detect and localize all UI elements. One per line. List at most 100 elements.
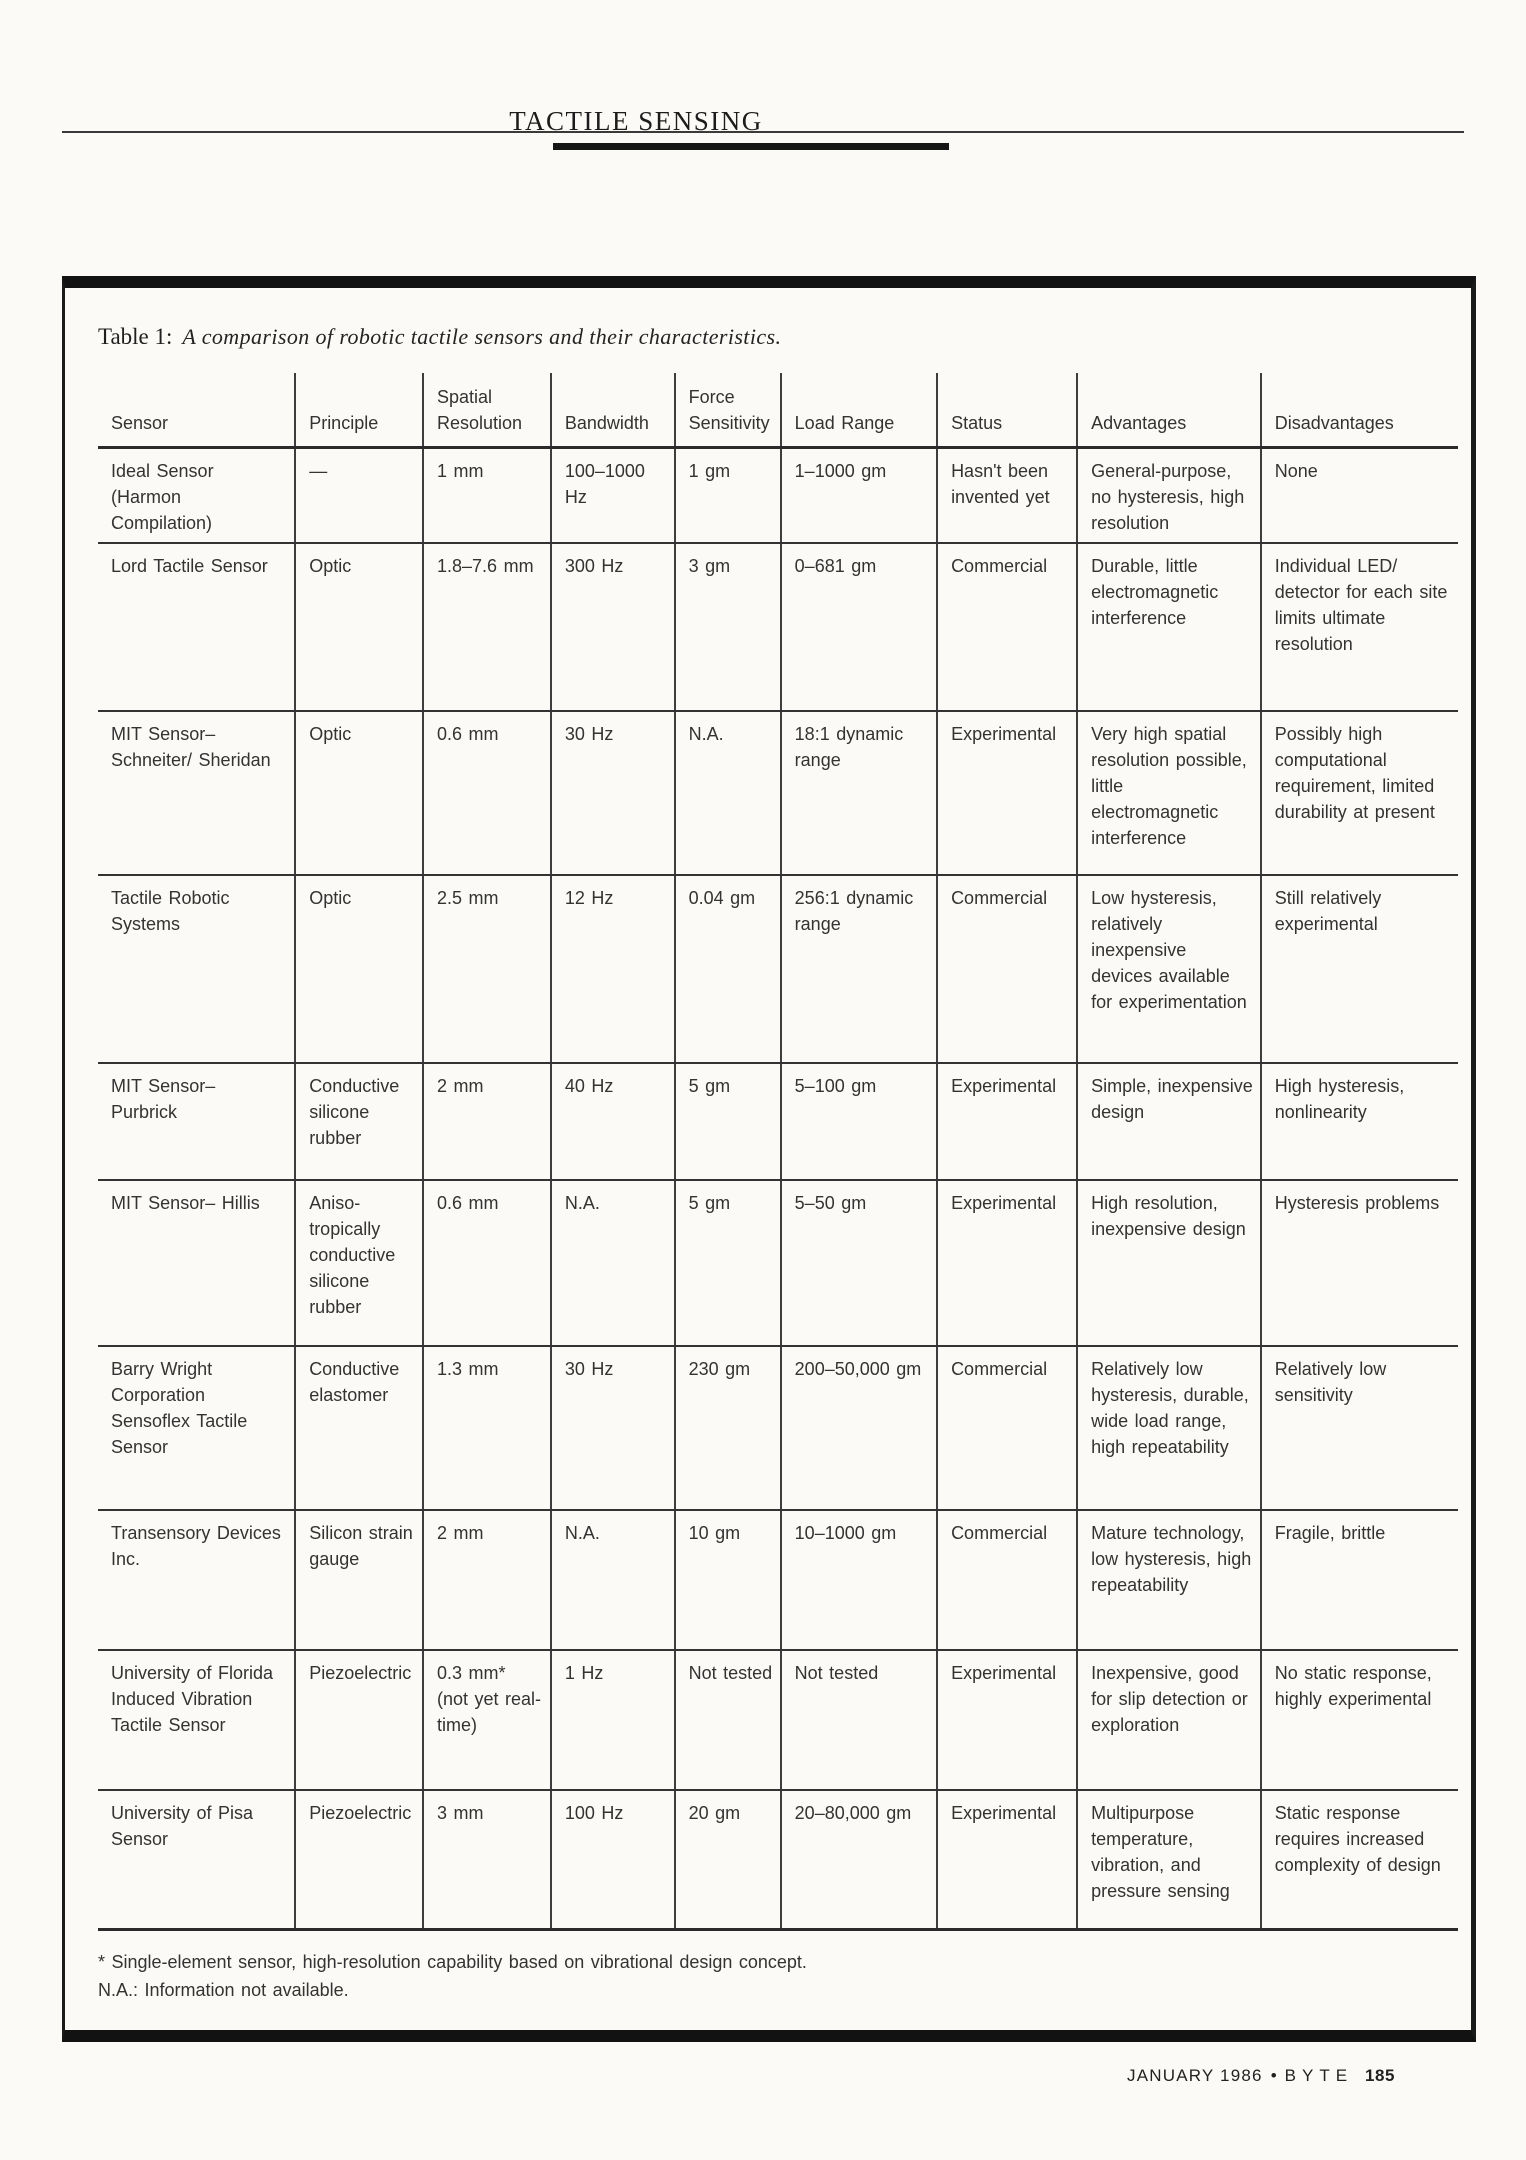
footnote-na: N.A.: Information not available. — [98, 1980, 349, 2000]
table-cell: University of Pisa Sensor — [98, 1789, 297, 1931]
table-cell: 100 Hz — [550, 1789, 676, 1931]
table-cell: 30 Hz — [550, 710, 676, 876]
table-cell: Commercial — [937, 1345, 1079, 1511]
table-cell: 100–1000 Hz — [550, 447, 676, 544]
table-cell: 5–100 gm — [780, 1062, 939, 1181]
table-cell: Commercial — [937, 542, 1079, 712]
table-cell: Individual LED/ detector for each site l… — [1260, 542, 1458, 712]
table-row: MIT Sensor– Purbrick Conductive silicone … — [98, 1062, 1458, 1181]
table-cell: Static response requires increased compl… — [1260, 1789, 1458, 1931]
table-cell: Mature technology, low hysteresis, high … — [1077, 1509, 1262, 1651]
page-footer: JANUARY 1986 • BYTE 185 — [1127, 2066, 1395, 2086]
table-cell: Experimental — [937, 1179, 1079, 1347]
header-accent-bar — [553, 143, 949, 150]
table-row: Barry Wright Corporation Sensoflex Tacti… — [98, 1345, 1458, 1511]
table-cell: Aniso­tropically conductive silicone rub… — [295, 1179, 425, 1347]
table-cell: Experimental — [937, 710, 1079, 876]
table-cell: Very high spatial resolution possible, l… — [1077, 710, 1262, 876]
table-body: Ideal Sensor (Harmon Compilation) —1 mm 10… — [98, 447, 1458, 1931]
table-row: Transensory Devices Inc. Silicon strain g… — [98, 1509, 1458, 1651]
table-cell: General-purpose, no hysteresis, high res… — [1077, 447, 1262, 544]
table-cell: Hasn't been invented yet — [937, 447, 1079, 544]
table-cell: 18:1 dynamic range — [780, 710, 939, 876]
table-frame: Table 1: A comparison of robotic tactile … — [62, 276, 1476, 2042]
table-cell: None — [1260, 447, 1458, 544]
table-cell: No static response, highly experimental — [1260, 1649, 1458, 1791]
table-cell: Commercial — [937, 874, 1079, 1064]
column-header: Status — [937, 373, 1079, 449]
table-cell: — — [295, 447, 425, 544]
table-cell: 0.3 mm* (not yet real-time) — [423, 1649, 552, 1791]
table-cell: 0.6 mm — [423, 710, 552, 876]
table-cell: N.A. — [550, 1179, 676, 1347]
table-cell: 5–50 gm — [780, 1179, 939, 1347]
column-header: Sensor — [98, 373, 297, 449]
table-cell: Still relatively experimental — [1260, 874, 1458, 1064]
table-cell: 2.5 mm — [423, 874, 552, 1064]
table-cell: 0.6 mm — [423, 1179, 552, 1347]
table-cell: High resolution, inexpensive design — [1077, 1179, 1262, 1347]
table-cell: Fragile, brittle — [1260, 1509, 1458, 1651]
table-cell: 200–50,000 gm — [780, 1345, 939, 1511]
table-cell: 300 Hz — [550, 542, 676, 712]
table-cell: University of Florida Induced Vibration … — [98, 1649, 297, 1791]
table-cell: Piezoelectric — [295, 1789, 425, 1931]
footnote-asterisk: * Single-element sensor, high-resolution… — [98, 1952, 807, 1972]
table-caption-text: A comparison of robotic tactile sensors … — [182, 324, 782, 349]
table-cell: 30 Hz — [550, 1345, 676, 1511]
column-header: Load Range — [780, 373, 939, 449]
table-cell: Barry Wright Corporation Sensoflex Tacti… — [98, 1345, 297, 1511]
table-cell: 0–681 gm — [780, 542, 939, 712]
column-header: Principle — [295, 373, 425, 449]
table-cell: 5 gm — [674, 1179, 782, 1347]
table-cell: Conductive silicone rubber — [295, 1062, 425, 1181]
table-cell: 10–1000 gm — [780, 1509, 939, 1651]
table-cell: Transensory Devices Inc. — [98, 1509, 297, 1651]
footer-page-number: 185 — [1365, 2066, 1395, 2085]
footer-bullet: • — [1270, 2066, 1277, 2085]
table-cell: 1.3 mm — [423, 1345, 552, 1511]
table-cell: Optic — [295, 874, 425, 1064]
table-cell: N.A. — [550, 1509, 676, 1651]
table-cell: 1.8–7.6 mm — [423, 542, 552, 712]
table-row: Lord Tactile Sensor Optic 1.8–7.6 mm 300 Hz… — [98, 542, 1458, 712]
table-cell: Hysteresis problems — [1260, 1179, 1458, 1347]
table-cell: 256:1 dynamic range — [780, 874, 939, 1064]
table-row: University of Florida Induced Vibration … — [98, 1649, 1458, 1791]
table-cell: Not tested — [674, 1649, 782, 1791]
table-header-row: Sensor Principle Spatial Resolution Bandwid… — [98, 373, 1458, 449]
table-cell: 10 gm — [674, 1509, 782, 1651]
footer-issue: JANUARY 1986 — [1127, 2066, 1263, 2085]
table-cell: 20–80,000 gm — [780, 1789, 939, 1931]
table-cell: 1 gm — [674, 447, 782, 544]
table-caption-label: Table 1: — [98, 324, 173, 349]
table-cell: Ideal Sensor (Harmon Compilation) — [98, 447, 297, 544]
table-cell: Low hysteresis, relatively inexpensive d… — [1077, 874, 1262, 1064]
table-cell: 3 gm — [674, 542, 782, 712]
table-cell: MIT Sensor– Hillis — [98, 1179, 297, 1347]
table-cell: Conductive elastomer — [295, 1345, 425, 1511]
table-cell: 1 mm — [423, 447, 552, 544]
table-cell: Inexpensive, good for slip detection or … — [1077, 1649, 1262, 1791]
table-cell: Optic — [295, 710, 425, 876]
table-cell: Durable, little electromagnetic interfer… — [1077, 542, 1262, 712]
column-header: Force Sensitivity — [674, 373, 782, 449]
table-cell: Optic — [295, 542, 425, 712]
table-cell: Experimental — [937, 1649, 1079, 1791]
table-row: University of Pisa Sensor Piezoelectric 3 … — [98, 1789, 1458, 1931]
column-header: Spatial Resolution — [423, 373, 552, 449]
table-cell: Relatively low hysteresis, durable, wide… — [1077, 1345, 1262, 1511]
table-row: MIT Sensor– Hillis Aniso­tropically condu… — [98, 1179, 1458, 1347]
table-cell: 230 gm — [674, 1345, 782, 1511]
table-cell: MIT Sensor– Purbrick — [98, 1062, 297, 1181]
table-cell: Relatively low sensitivity — [1260, 1345, 1458, 1511]
column-header: Disadvantages — [1260, 373, 1458, 449]
table-cell: Experimental — [937, 1789, 1079, 1931]
table-cell: 1–1000 gm — [780, 447, 939, 544]
column-header: Bandwidth — [550, 373, 676, 449]
table-row: Tactile Robotic Systems Optic 2.5 mm 12 Hz 0… — [98, 874, 1458, 1064]
table-caption: Table 1: A comparison of robotic tactile … — [98, 324, 781, 350]
header-rule — [62, 131, 1464, 133]
table-cell: 2 mm — [423, 1509, 552, 1651]
table-cell: Lord Tactile Sensor — [98, 542, 297, 712]
